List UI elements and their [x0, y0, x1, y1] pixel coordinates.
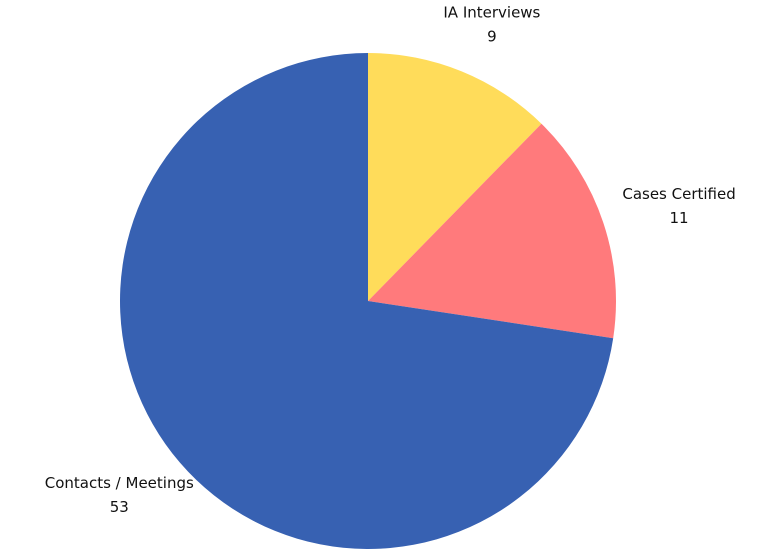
slice-value: 11: [670, 209, 689, 227]
slice-label: Cases Certified: [622, 185, 735, 203]
slice-value: 53: [110, 498, 129, 516]
pie-slice: [120, 53, 614, 549]
pie-slice: [368, 53, 542, 301]
slice-label: IA Interviews: [443, 4, 540, 22]
slice-value: 9: [487, 28, 497, 46]
pie-slice: [368, 123, 616, 339]
slice-label: Contacts / Meetings: [45, 474, 194, 492]
